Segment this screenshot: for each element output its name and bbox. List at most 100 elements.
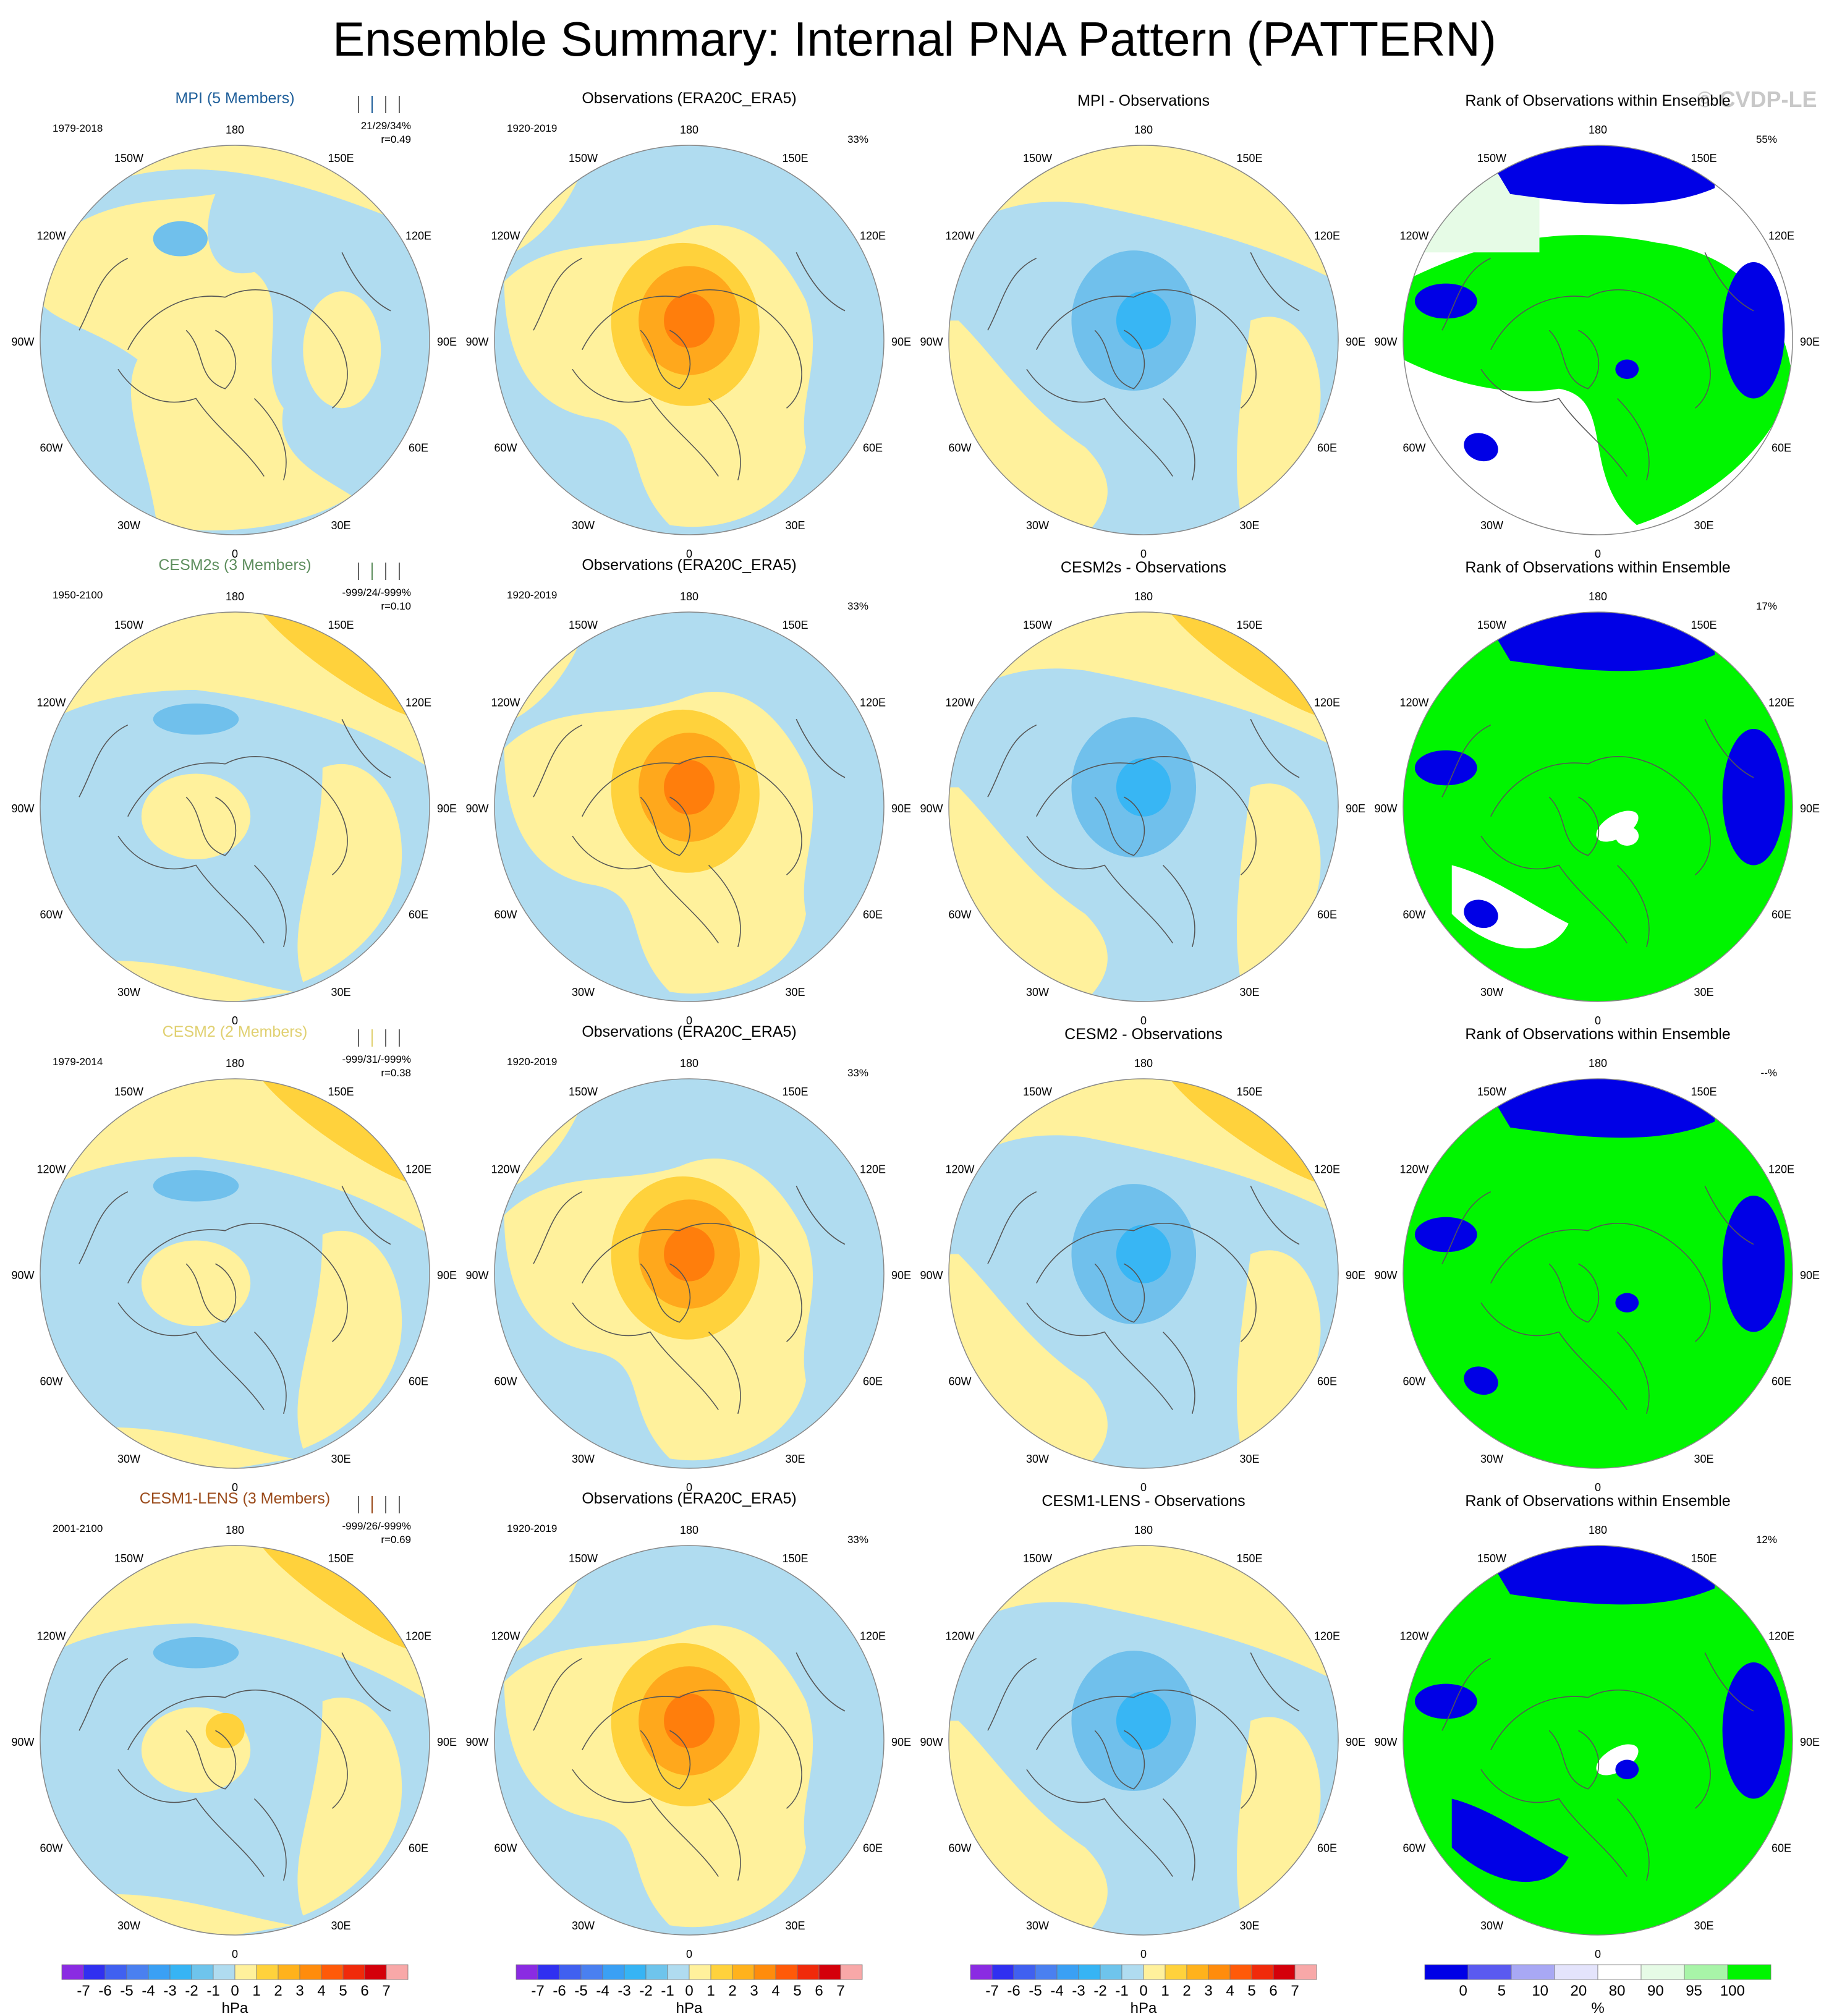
coastline: [117, 368, 265, 477]
longitude-label: 60W: [1403, 442, 1425, 454]
colorbar-segment: [1511, 1964, 1555, 1980]
period-label: 1979-2014: [53, 1056, 103, 1068]
longitude-label: 90E: [891, 1736, 911, 1748]
longitude-label: 60E: [1317, 442, 1337, 454]
longitude-label: 60W: [1403, 909, 1425, 921]
longitude-label: 150W: [1023, 619, 1052, 631]
longitude-label: 120W: [491, 230, 520, 242]
colorbar-tick-label: 6: [815, 1983, 823, 1999]
coastline: [582, 289, 802, 409]
longitude-label: 180: [680, 124, 698, 136]
positive-core: [205, 1712, 245, 1748]
longitude-label: 150W: [1023, 1552, 1052, 1565]
coastline: [640, 796, 691, 856]
obs-hpa-colorbar: -7 -6 -5 -4 -3 -2 -1 0 1 2 3 4 5 6 7 hPa: [516, 1964, 863, 2016]
longitude-label: 60W: [1403, 1376, 1425, 1388]
colorbar-segment: [321, 1964, 344, 1980]
longitude-label: 150E: [1691, 1552, 1717, 1565]
coastline: [796, 718, 846, 778]
correlation-label: r=0.38: [381, 1067, 411, 1079]
longitude-label: 0: [1595, 1481, 1601, 1494]
percent-label: 33%: [847, 1067, 868, 1079]
longitude-label: 90E: [437, 1736, 457, 1748]
longitude-label: 30E: [1694, 519, 1713, 532]
longitude-label: 0: [1595, 1014, 1601, 1027]
colorbar-segment: [1078, 1964, 1101, 1980]
longitude-label: 60E: [409, 1376, 428, 1388]
coastline: [185, 1263, 237, 1323]
longitude-label: 0: [1140, 1014, 1147, 1027]
coastline: [640, 1730, 691, 1790]
colorbar-segment: [1684, 1964, 1728, 1980]
coastline: [341, 1652, 391, 1712]
longitude-label: 30E: [331, 1920, 350, 1932]
longitude-label: 30W: [572, 1453, 595, 1465]
low-rank-region: [1464, 433, 1498, 462]
panel-title: Rank of Observations within Ensemble: [1465, 1492, 1730, 1510]
longitude-label: 120E: [405, 1163, 431, 1176]
longitude-label: 30W: [1026, 1453, 1049, 1465]
longitude-label: 180: [226, 590, 244, 603]
colorbar-segment: [1273, 1964, 1296, 1980]
longitude-label: 60E: [409, 1842, 428, 1855]
longitude-label: 120W: [945, 1163, 974, 1176]
colorbar-tick-label: 2: [728, 1983, 736, 1999]
longitude-label: 150E: [782, 1086, 808, 1098]
colorbar-segment: [386, 1964, 409, 1980]
colorbar-segment: [83, 1964, 106, 1980]
map-panel-rank-3: 180 150E 120E 90E 60E 30E 0 30W 60W 90W 120W 150W Ra…: [1374, 1026, 1820, 1494]
period-label: 2001-2100: [53, 1523, 103, 1534]
coastline: [572, 1302, 719, 1410]
colorbar-segment: [537, 1964, 560, 1980]
map-border: [40, 1545, 430, 1936]
coastline: [117, 1769, 265, 1877]
longitude-label: 60E: [1772, 1842, 1791, 1855]
longitude-label: 90W: [920, 1269, 943, 1282]
longitude-label: 150E: [782, 152, 808, 164]
panel-title: CESM1-LENS - Observations: [1042, 1492, 1245, 1510]
positive-core: [1161, 1079, 1338, 1186]
colorbar-tick-label: 1: [707, 1983, 715, 1999]
longitude-label: 150W: [569, 1552, 598, 1565]
rank-percent-colorbar: 0 5 10 20 80 90 95 100%: [1424, 1964, 1772, 2016]
colorbar-tick-label: -4: [1050, 1983, 1063, 1999]
panel-title: Rank of Observations within Ensemble: [1465, 559, 1730, 576]
longitude-label: 150E: [782, 619, 808, 631]
coastline: [533, 1191, 583, 1264]
longitude-label: 90W: [920, 1736, 943, 1748]
rank-region: [1615, 1293, 1639, 1312]
positive-core: [253, 1546, 430, 1652]
map-panel-rank-2: 180 150E 120E 90E 60E 30E 0 30W 60W 90W 120W 150W Ra…: [1374, 559, 1820, 1027]
coastline: [253, 1331, 287, 1414]
longitude-label: 120E: [1314, 1163, 1340, 1176]
coastline: [1490, 1690, 1711, 1809]
colorbar-segment: [278, 1964, 300, 1980]
longitude-label: 90E: [1800, 1269, 1820, 1282]
low-rank-region: [1722, 729, 1785, 866]
longitude-label: 150E: [1691, 1086, 1717, 1098]
longitude-label: 120W: [1399, 1630, 1428, 1643]
colorbar-tick-label: 0: [1139, 1983, 1147, 1999]
low-rank-region: [1464, 900, 1498, 929]
colorbar-segment: [732, 1964, 755, 1980]
colorbar-tick-label: 0: [231, 1983, 239, 1999]
longitude-label: 120E: [405, 1630, 431, 1643]
colorbar-unit: %: [1591, 2000, 1604, 2016]
coastline: [572, 1769, 719, 1877]
colorbar-tick-label: 3: [295, 1983, 303, 1999]
longitude-label: 150E: [1236, 152, 1262, 164]
coastline: [1026, 835, 1173, 943]
longitude-label: 30W: [1480, 1453, 1503, 1465]
map-panel-model-2: 180 150E 120E 90E 60E 30E 0 30W 60W 90W 120W 150W CE…: [11, 556, 457, 1027]
page-title: Ensemble Summary: Internal PNA Pattern (…: [333, 12, 1496, 66]
longitude-label: 150W: [569, 619, 598, 631]
colorbar-segment: [61, 1964, 84, 1980]
coastline: [127, 1690, 348, 1809]
longitude-label: 90W: [465, 802, 488, 815]
coastline: [341, 718, 391, 778]
coastline: [1094, 796, 1145, 856]
panel-title: Rank of Observations within Ensemble: [1465, 92, 1730, 109]
colorbar-tick-label: -7: [77, 1983, 90, 1999]
colorbar-segment: [364, 1964, 387, 1980]
colorbar-segment: [256, 1964, 279, 1980]
